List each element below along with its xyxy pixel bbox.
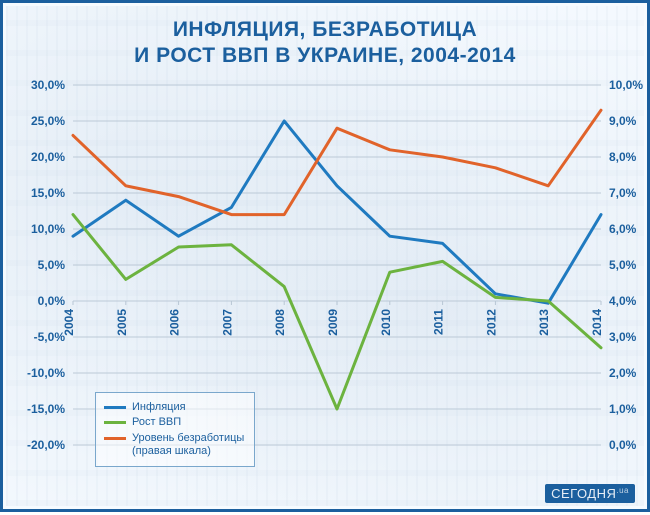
series-inflation	[73, 121, 601, 303]
chart-card: ИНФЛЯЦИЯ, БЕЗРАБОТИЦА И РОСТ ВВП В УКРАИ…	[0, 0, 650, 512]
svg-text:-10,0%: -10,0%	[27, 366, 65, 380]
svg-text:20,0%: 20,0%	[31, 150, 65, 164]
legend-swatch	[104, 421, 126, 424]
legend-item-inflation: Инфляция	[104, 401, 244, 414]
svg-text:-5,0%: -5,0%	[34, 330, 66, 344]
footer-brand-domain: .ua	[616, 486, 629, 495]
svg-text:-20,0%: -20,0%	[27, 438, 65, 452]
footer-brand-text: СЕГОДНЯ	[551, 486, 616, 501]
svg-text:2006: 2006	[168, 309, 182, 336]
svg-text:2007: 2007	[220, 309, 234, 336]
svg-text:2,0%: 2,0%	[609, 366, 637, 380]
svg-text:25,0%: 25,0%	[31, 114, 65, 128]
legend-swatch	[104, 437, 126, 440]
legend-label: Уровень безработицы (правая шкала)	[132, 432, 244, 458]
svg-text:2004: 2004	[62, 309, 76, 336]
svg-text:6,0%: 6,0%	[609, 222, 637, 236]
svg-text:2009: 2009	[326, 309, 340, 336]
svg-text:4,0%: 4,0%	[609, 294, 637, 308]
svg-text:2011: 2011	[432, 309, 446, 335]
legend-swatch	[104, 406, 126, 409]
series-unemployment	[73, 110, 601, 214]
svg-text:9,0%: 9,0%	[609, 114, 637, 128]
svg-text:5,0%: 5,0%	[38, 258, 66, 272]
y-axis-right: 0,0% 1,0% 2,0% 3,0% 4,0% 5,0% 6,0% 7,0% 8,0% 9,0%…	[609, 78, 643, 452]
svg-text:-15,0%: -15,0%	[27, 402, 65, 416]
svg-text:2005: 2005	[115, 309, 129, 336]
svg-text:2010: 2010	[379, 309, 393, 336]
x-axis-categories: 2004 2005 2006 2007 2008 2009 2010 2011 2012 2013…	[62, 301, 604, 336]
svg-text:5,0%: 5,0%	[609, 258, 637, 272]
svg-text:2012: 2012	[484, 309, 498, 336]
svg-text:0,0%: 0,0%	[38, 294, 66, 308]
svg-text:10,0%: 10,0%	[31, 222, 65, 236]
svg-text:30,0%: 30,0%	[31, 78, 65, 92]
series-group	[73, 110, 601, 409]
legend-label: Инфляция	[132, 401, 186, 414]
svg-text:2013: 2013	[537, 309, 551, 336]
svg-text:3,0%: 3,0%	[609, 330, 637, 344]
svg-text:10,0%: 10,0%	[609, 78, 643, 92]
svg-text:0,0%: 0,0%	[609, 438, 637, 452]
legend-item-unemployment: Уровень безработицы (правая шкала)	[104, 432, 244, 458]
y-axis-left: -20,0% -15,0% -10,0% -5,0% 0,0% 5,0% 10,0% 15,0…	[27, 78, 65, 452]
footer-brand: СЕГОДНЯ.ua	[545, 484, 635, 503]
legend-label: Рост ВВП	[132, 416, 181, 429]
svg-text:2008: 2008	[273, 309, 287, 336]
svg-text:2014: 2014	[590, 309, 604, 336]
legend: Инфляция Рост ВВП Уровень безработицы (пра…	[95, 392, 255, 467]
legend-item-gdp: Рост ВВП	[104, 416, 244, 429]
chart-grid	[73, 85, 601, 445]
svg-text:7,0%: 7,0%	[609, 186, 637, 200]
svg-text:1,0%: 1,0%	[609, 402, 637, 416]
svg-text:8,0%: 8,0%	[609, 150, 637, 164]
svg-text:15,0%: 15,0%	[31, 186, 65, 200]
